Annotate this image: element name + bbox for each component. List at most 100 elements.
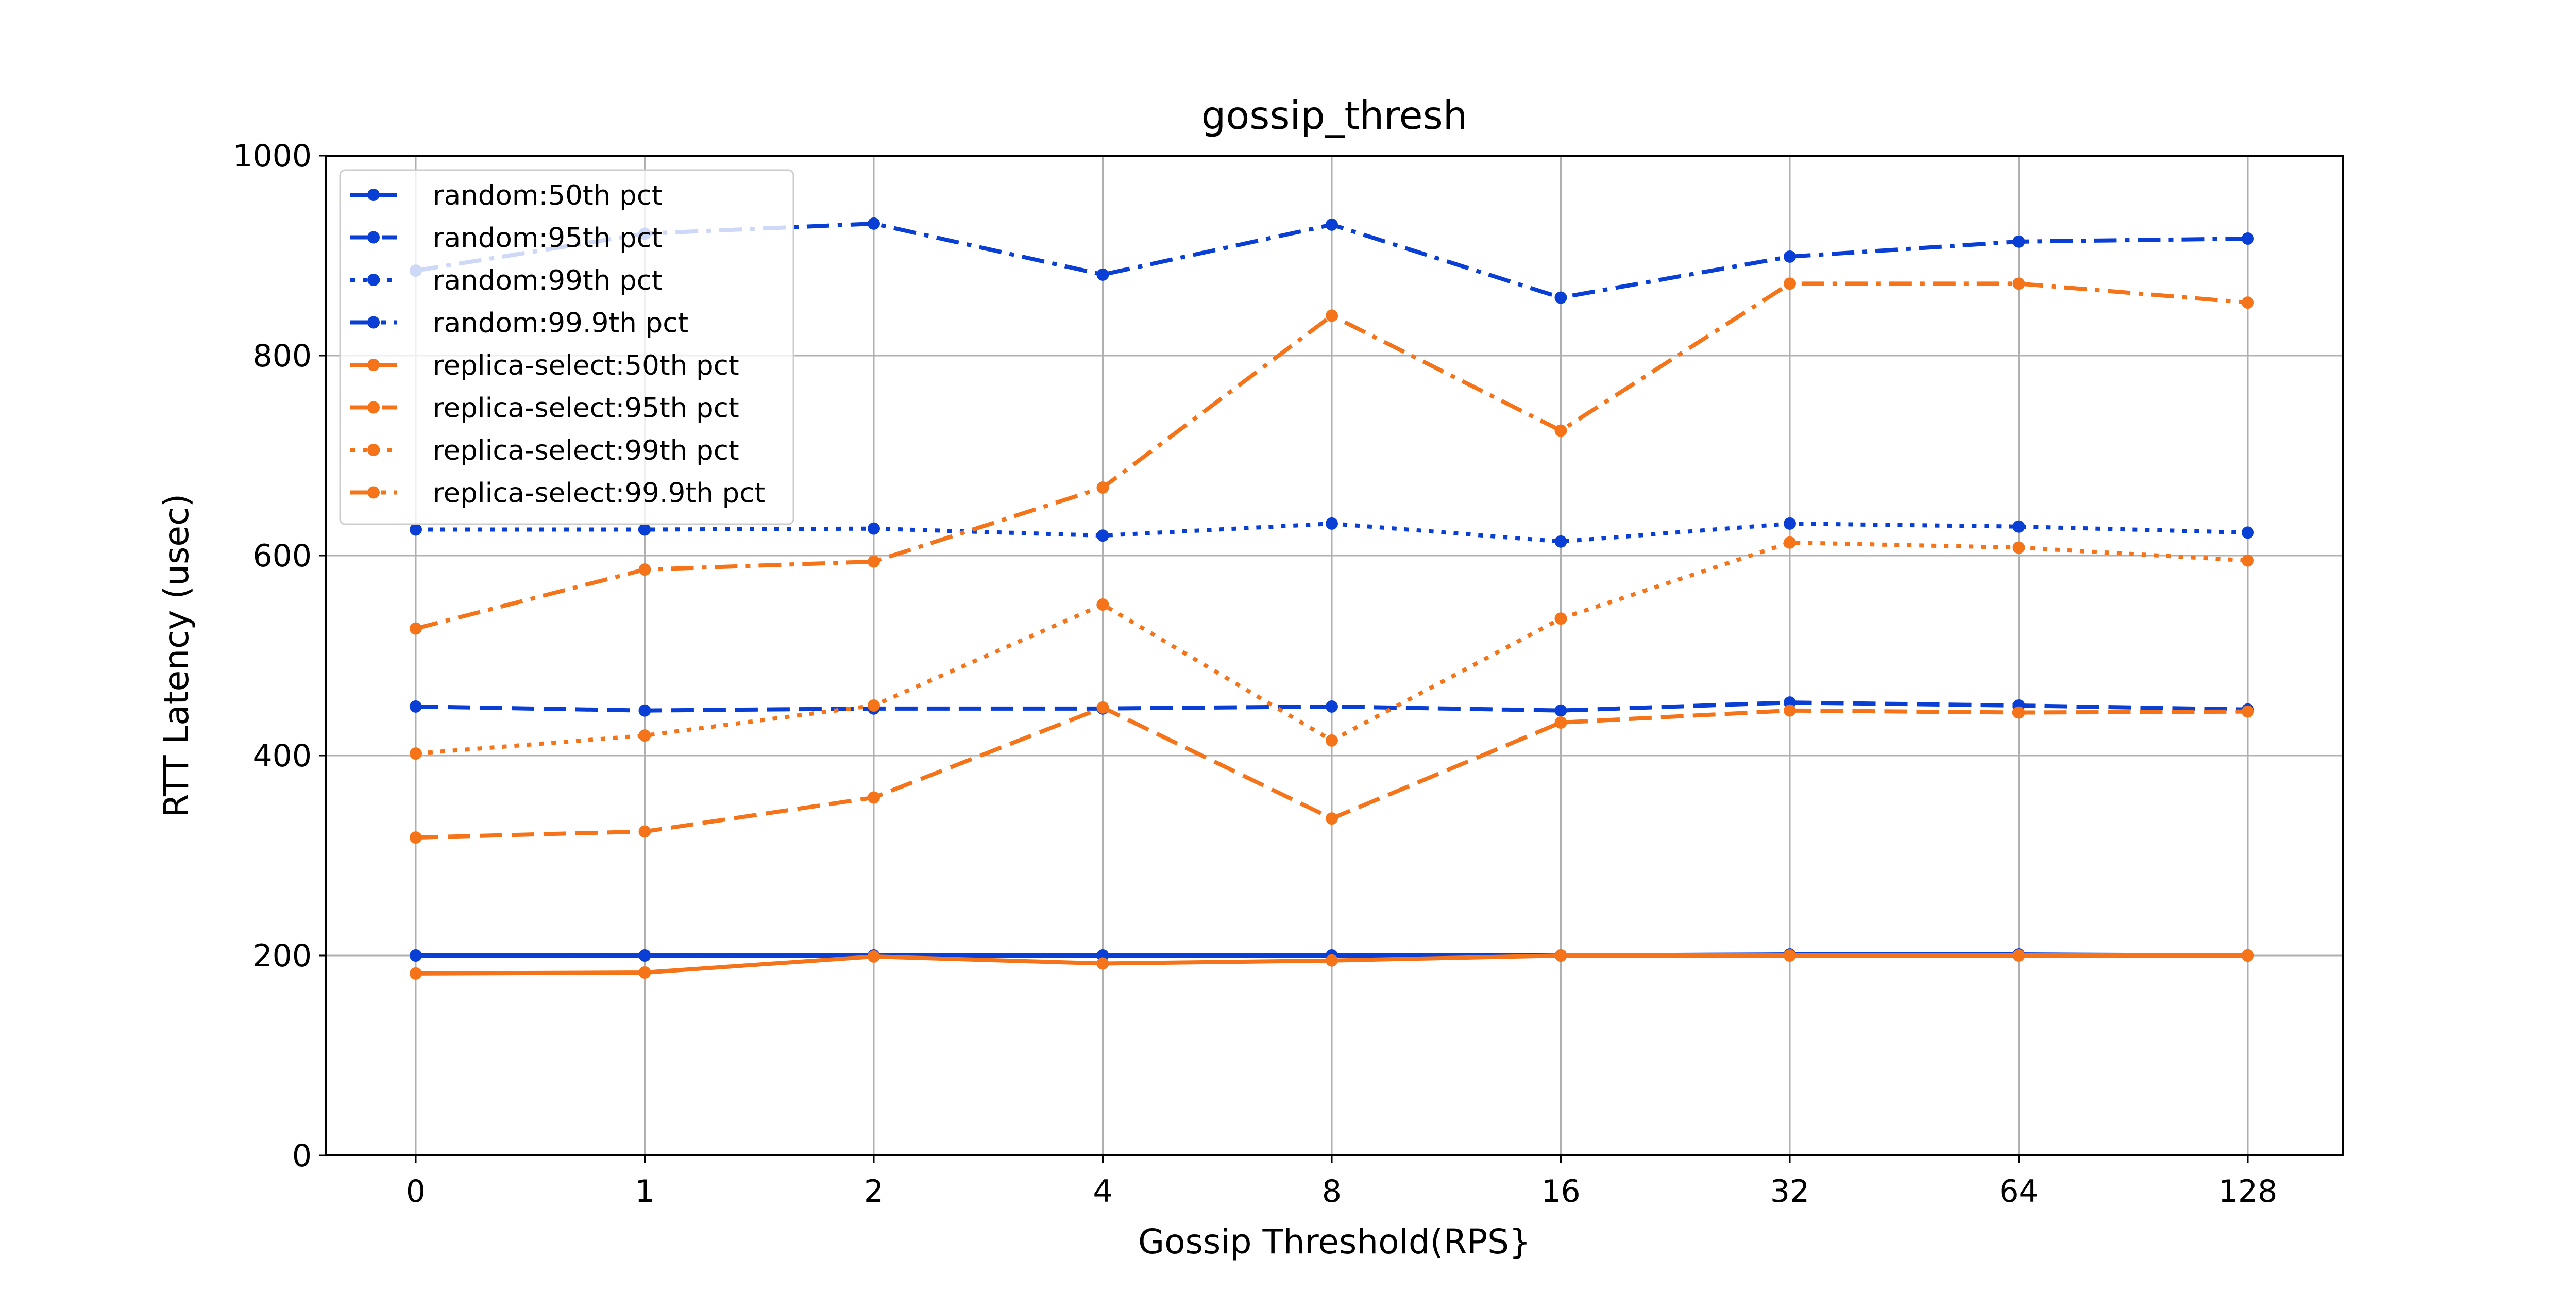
x-tick-label: 2 [864, 1173, 884, 1210]
x-tick-label: 128 [2218, 1173, 2278, 1210]
y-tick-label: 400 [252, 738, 312, 774]
data-point [1784, 949, 1796, 962]
legend-entry: replica-select:95th pct [350, 393, 739, 424]
data-point [1554, 535, 1567, 548]
data-point [2242, 296, 2254, 309]
legend-label: replica-select:99th pct [433, 435, 739, 466]
data-point [1784, 277, 1796, 290]
data-point [638, 966, 651, 979]
y-tick-label: 0 [292, 1138, 312, 1174]
x-axis-label: Gossip Threshold(RPS} [1138, 1222, 1531, 1262]
x-tick-label: 1 [635, 1173, 654, 1210]
legend-label: random:95th pct [433, 223, 663, 254]
y-axis-label: RTT Latency (usec) [157, 494, 196, 817]
data-point [410, 967, 422, 980]
data-point [638, 729, 651, 742]
data-point [1554, 424, 1567, 437]
legend-label: replica-select:50th pct [433, 350, 739, 381]
legend-label: random:99.9th pct [433, 308, 688, 339]
data-point [1326, 812, 1338, 825]
data-point [638, 523, 651, 536]
legend-label: random:99th pct [433, 265, 663, 296]
data-point [2012, 541, 2025, 554]
series-6 [410, 701, 2254, 844]
data-point [868, 522, 880, 535]
data-point [1784, 536, 1796, 549]
data-point [2012, 949, 2025, 962]
data-point [1554, 949, 1567, 962]
data-point [1326, 700, 1338, 713]
data-point [410, 949, 422, 962]
data-point [410, 831, 422, 844]
legend-label: random:50th pct [433, 180, 663, 211]
data-point [1784, 250, 1796, 263]
data-point [2012, 277, 2025, 290]
data-point [868, 791, 880, 804]
data-point [410, 523, 422, 536]
data-point [2242, 949, 2254, 962]
data-point [1554, 612, 1567, 625]
data-point [410, 700, 422, 713]
data-point [638, 949, 651, 962]
legend-swatch-marker [367, 486, 380, 499]
data-point [1554, 716, 1567, 729]
legend-swatch-marker [367, 189, 380, 201]
data-point [2242, 526, 2254, 539]
series-8 [410, 277, 2254, 635]
x-tick-label: 4 [1093, 1173, 1112, 1210]
data-point [1096, 529, 1109, 542]
legend-entry: random:95th pct [350, 223, 663, 254]
legend-swatch-marker [367, 274, 380, 286]
y-tick-label: 1000 [233, 138, 312, 174]
data-point [868, 699, 880, 712]
axis-ticks: 0 1 2 4 8 16 32 64 128 0 200 400 600 800 1000 [233, 138, 2277, 1210]
x-tick-label: 8 [1322, 1173, 1342, 1210]
data-point [1326, 954, 1338, 967]
legend-swatch-marker [367, 444, 380, 456]
data-point [2242, 554, 2254, 567]
data-point [1326, 517, 1338, 530]
data-point [1096, 957, 1109, 970]
data-point [638, 563, 651, 576]
series-line [415, 281, 2248, 631]
y-tick-label: 800 [252, 338, 312, 374]
legend-entry: replica-select:99.9th pct [350, 478, 765, 509]
data-point [638, 704, 651, 717]
legend-entry: random:99.9th pct [350, 308, 688, 339]
series-group [410, 217, 2254, 980]
data-point [1326, 734, 1338, 747]
data-point [1554, 704, 1567, 717]
legend-swatch-marker [367, 401, 380, 414]
legend-entry: random:99th pct [350, 265, 663, 296]
series-7 [410, 536, 2254, 760]
x-tick-label: 16 [1541, 1173, 1580, 1210]
x-tick-label: 64 [1999, 1173, 2038, 1210]
data-point [2012, 520, 2025, 533]
legend-swatch-marker [367, 231, 380, 244]
chart-title: gossip_thresh [1201, 93, 1467, 138]
data-point [1096, 701, 1109, 714]
plot-frame [325, 155, 2344, 1156]
legend-label: replica-select:95th pct [433, 393, 739, 424]
data-point [2012, 235, 2025, 248]
data-point [2012, 706, 2025, 719]
legend-swatch-marker [367, 316, 380, 329]
data-point [638, 825, 651, 838]
data-point [410, 747, 422, 760]
legend-box [339, 169, 794, 525]
data-point [2242, 705, 2254, 718]
legend: random:50th pct random:95th pct random:99t… [339, 169, 794, 525]
legend-label: replica-select:99.9th pct [433, 478, 765, 509]
data-point [1784, 704, 1796, 717]
legend-entry: random:50th pct [350, 180, 663, 211]
x-tick-label: 0 [406, 1173, 426, 1210]
data-point [1096, 268, 1109, 281]
y-tick-label: 600 [252, 538, 312, 574]
data-point [868, 950, 880, 963]
data-point [1326, 309, 1338, 322]
data-point [1784, 517, 1796, 530]
data-point [410, 622, 422, 635]
series-3 [410, 517, 2254, 548]
